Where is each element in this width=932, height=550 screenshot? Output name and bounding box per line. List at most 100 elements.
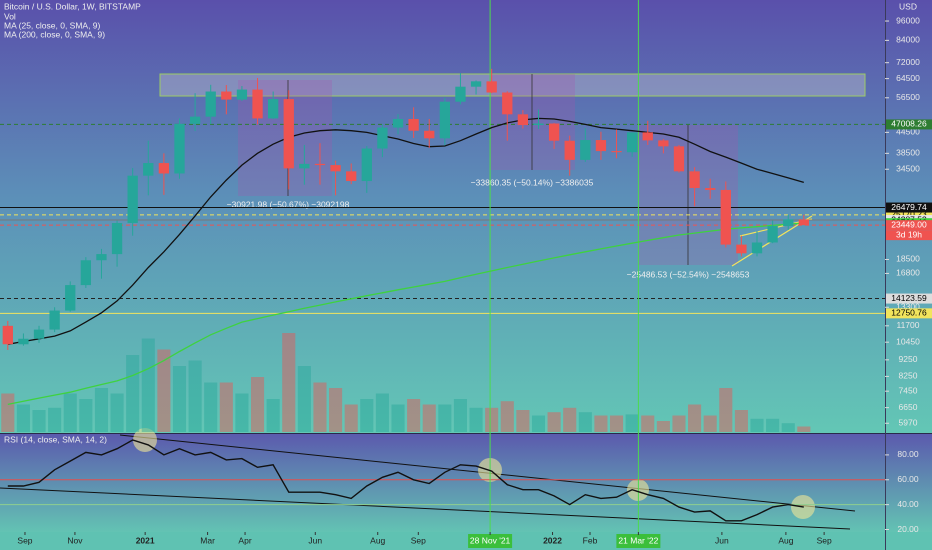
measure-box [490,74,575,170]
price-level-tag [886,209,932,220]
price-level-label: 14123.59 [891,293,927,303]
volume-bar [16,404,30,432]
volume-bar [172,366,187,432]
volume-bar [235,393,249,432]
candle-body [2,325,13,345]
candle-body [642,132,653,141]
price-level-tag [886,293,932,304]
y-tick-label: 8250 [899,371,918,381]
volume-bar [656,421,670,432]
x-tick-label: 28 Nov '21 [470,535,511,545]
volume-bar [594,415,608,432]
volume-bar [578,412,592,432]
moving-average [7,222,804,406]
volume-bar [266,399,280,432]
volume-bar [1,393,15,432]
volume-bar [688,404,702,432]
candle-body [236,89,248,100]
volume-bar [563,407,577,432]
volume-bar [797,426,811,432]
volume-bar [157,349,171,432]
volume-bar [360,399,374,432]
candle-body [673,146,685,172]
volume-bar [63,393,77,432]
candle-body [470,81,482,87]
y-tick-label: 56500 [896,92,920,102]
candle-body [783,219,794,227]
legend-entry: Vol [4,11,16,21]
candle-body [548,123,560,141]
y-tick-label: 10450 [896,336,920,346]
x-tick-label: Aug [778,535,793,545]
candle-body [455,86,466,102]
volume-bar [391,404,405,432]
y-tick-label: 11700 [896,320,919,330]
candle-body [580,140,591,160]
x-tick-label: Jun [308,535,322,545]
candle-body [798,219,809,226]
x-tick-label: 21 Mar '22 [618,535,658,545]
candle-body [377,127,388,149]
volume-bar [703,415,717,432]
candle-body [517,114,529,126]
legend-entry: MA (200, close, 0, SMA, 9) [4,29,105,39]
volume-bar [641,415,655,432]
candle-body [564,140,575,160]
x-tick-label: 2021 [136,535,155,545]
y-tick-label: 9250 [899,354,918,364]
price-level-tag [886,202,932,213]
x-tick-highlight [468,534,513,548]
candle-body [751,242,763,254]
rsi-tick-label: 60.00 [897,474,919,484]
volume-bar [48,407,62,432]
candle-body [158,163,170,174]
x-tick-label: 2022 [543,535,562,545]
candle-body [65,285,76,311]
y-tick-label: 16800 [896,268,920,278]
rsi-title: RSI (14, close, SMA, 14, 2) [4,434,107,444]
x-tick-highlight [616,534,661,548]
candle-body [346,171,357,182]
x-tick-label: Aug [370,535,385,545]
candle-body [736,244,747,254]
candle-body [626,132,638,153]
volume-bar [422,404,436,432]
y-tick-label: 18500 [896,254,920,264]
volume-bar [250,377,265,432]
candle-body [283,99,294,169]
y-tick-label: 44500 [896,127,920,137]
x-tick-label: Sep [17,535,32,545]
candle-body [720,189,731,245]
volume-bar [485,407,499,432]
volume-bar [516,410,530,432]
volume-bar [313,382,327,432]
volume-bar [126,355,140,432]
volume-bar [329,388,343,432]
volume-bar [672,415,686,432]
annotation: −25486.53 (−52.54%) −2548653 [627,269,750,279]
volume-bar [719,388,733,432]
price-level-label: 12750.76 [891,308,927,318]
x-tick-label: Feb [583,535,598,545]
price-level-tag [886,308,932,319]
candle-body [299,163,310,169]
moving-average [7,117,804,345]
candle-body [424,130,435,139]
candle-body [439,101,450,139]
volume-bar [282,333,296,432]
y-tick-label: 7450 [899,385,918,395]
rsi-tick-label: 80.00 [897,449,919,459]
volume-bar [219,382,233,432]
candle-body [705,188,716,190]
x-tick-label: Sep [817,535,832,545]
rsi-trendline [0,487,851,530]
candle-body [595,140,607,152]
volume-bar [609,415,624,432]
candle-body [533,123,544,126]
volume-bar [438,404,452,432]
volume-bar [781,423,795,432]
candle-body [267,99,279,119]
candle-body [689,171,700,189]
price-level-tag [886,220,932,231]
candle-body [767,226,778,243]
